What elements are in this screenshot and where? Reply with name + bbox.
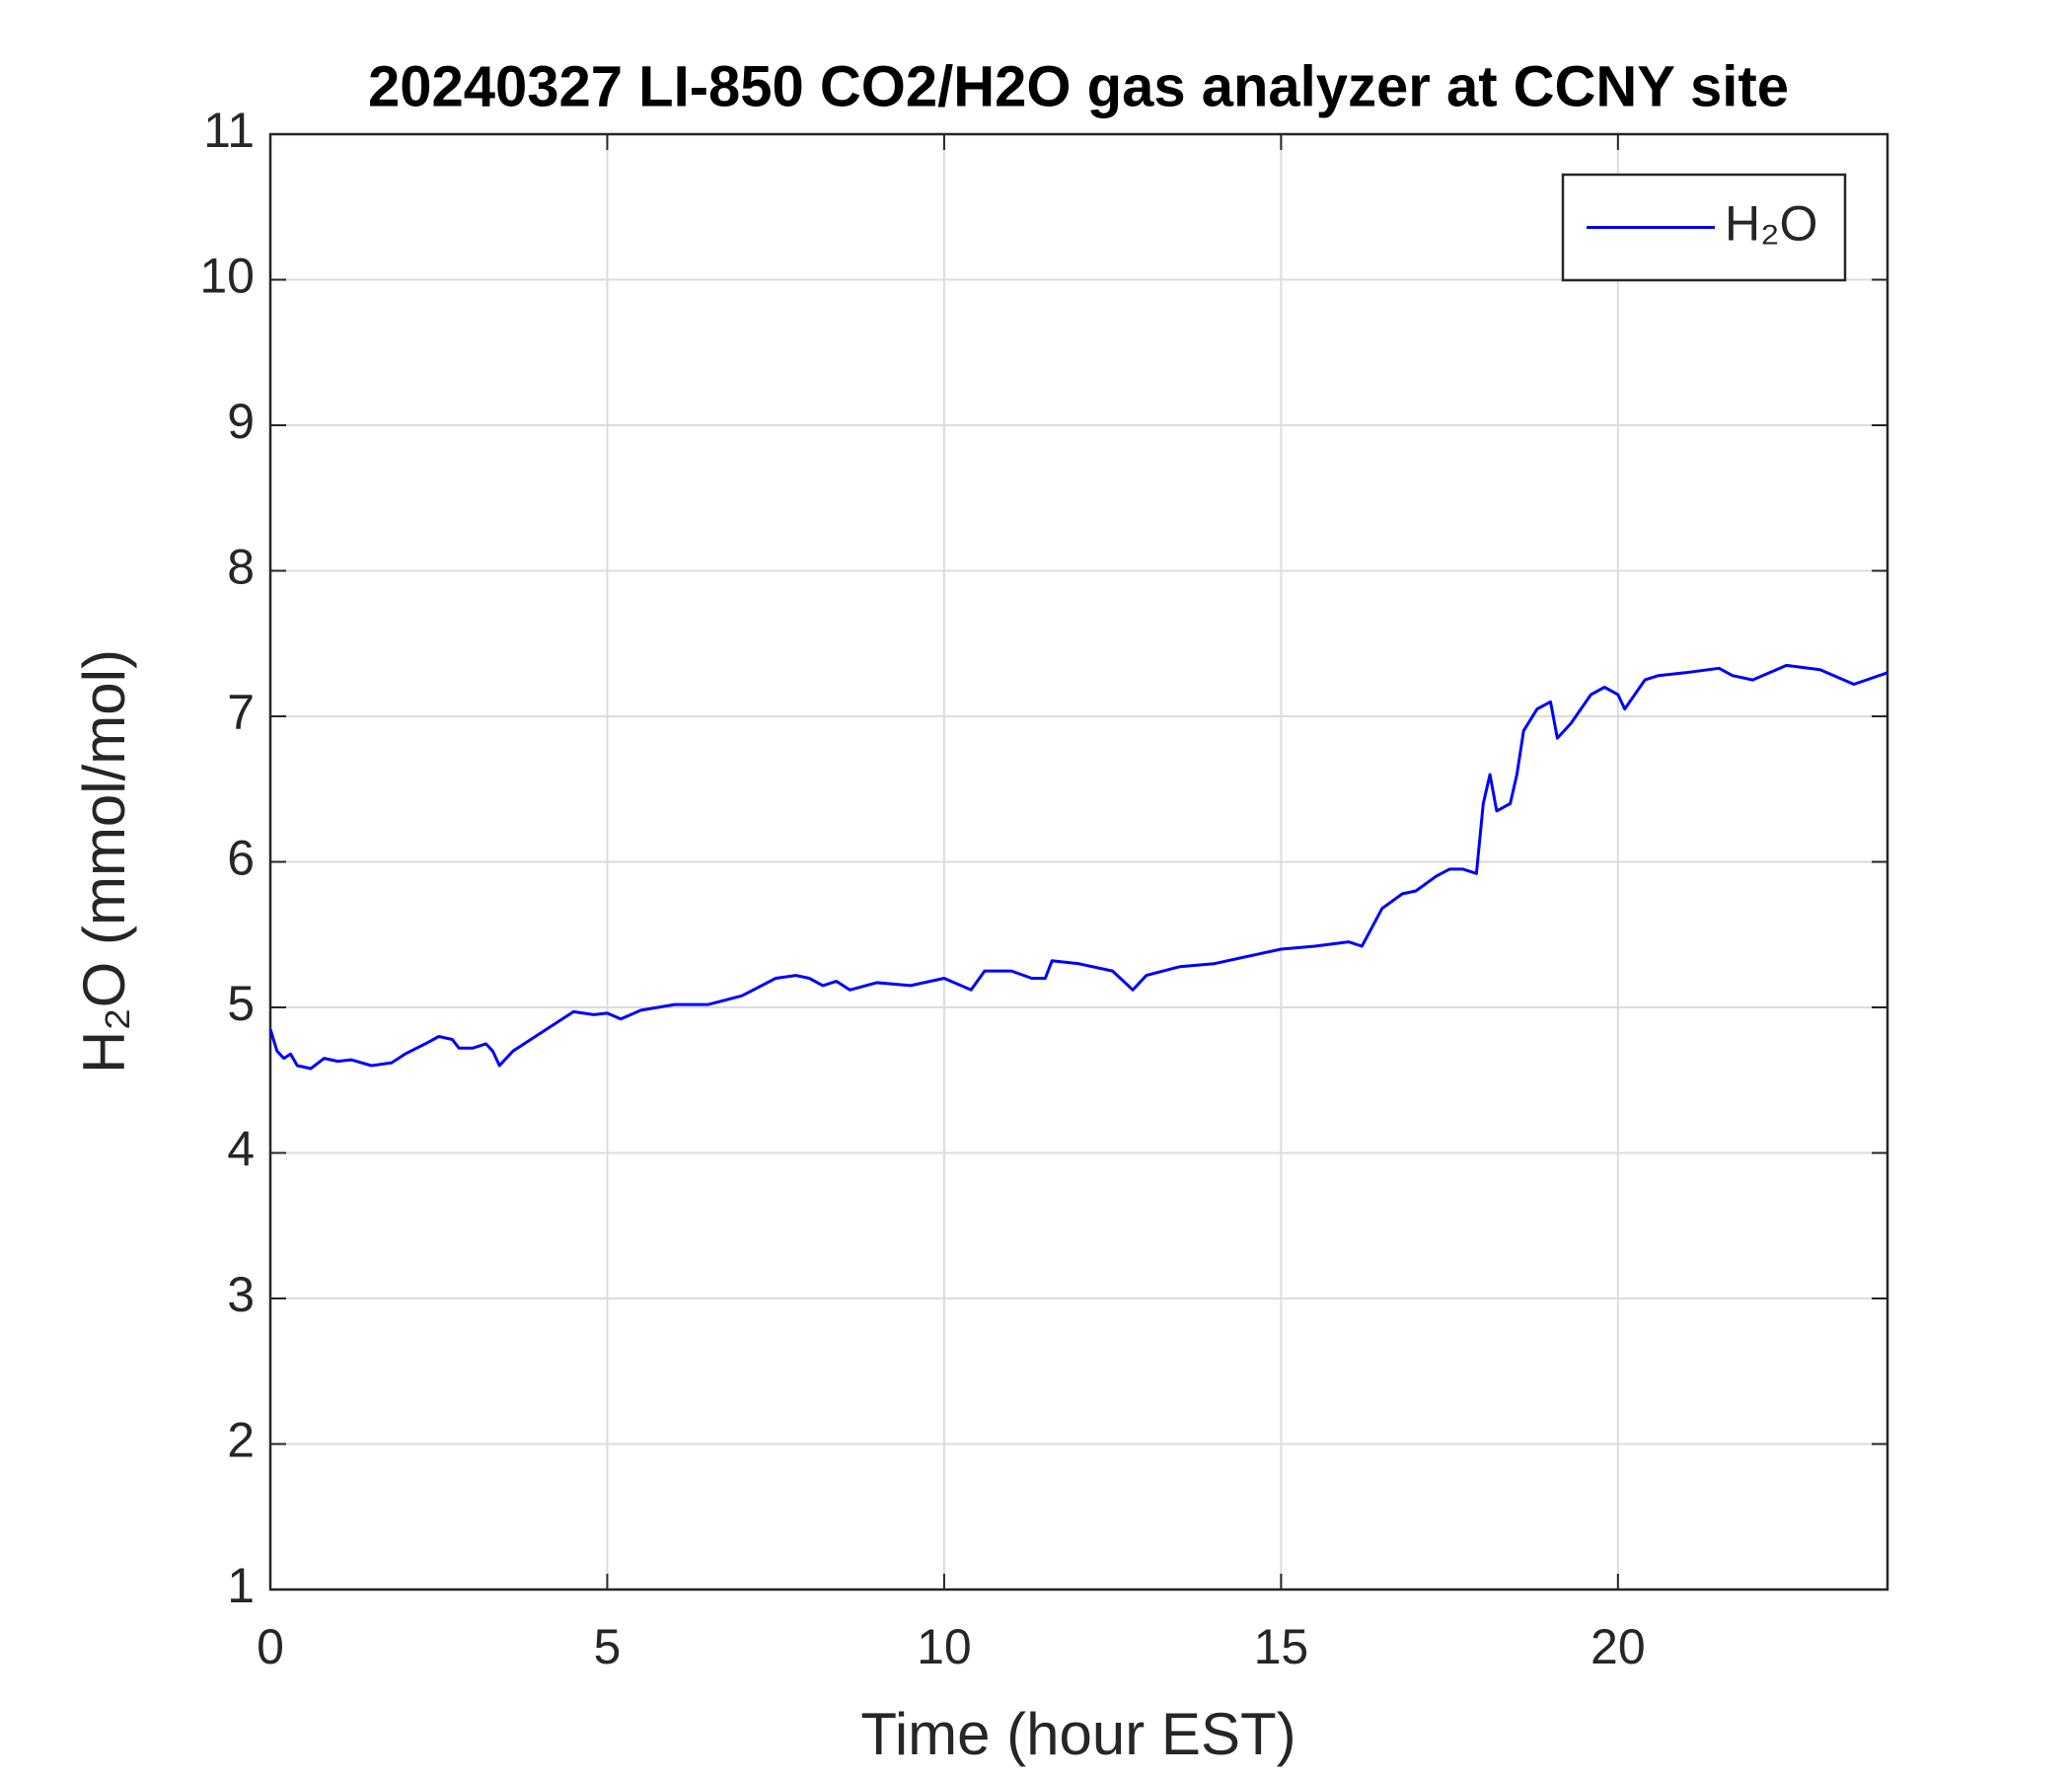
y-tick-label: 1 bbox=[227, 1558, 255, 1613]
y-tick-label: 4 bbox=[227, 1122, 255, 1177]
y-tick-label: 11 bbox=[203, 103, 255, 158]
y-tick-label: 2 bbox=[227, 1413, 255, 1468]
x-axis-label: Time (hour EST) bbox=[860, 1701, 1295, 1767]
x-tick-label: 0 bbox=[257, 1619, 284, 1674]
x-tick-label: 15 bbox=[1254, 1619, 1309, 1674]
y-axis-label: H₂O (mmol/mol) bbox=[71, 649, 137, 1073]
y-tick-label: 3 bbox=[227, 1267, 255, 1322]
data-line bbox=[268, 663, 1888, 1071]
y-tick-label: 5 bbox=[227, 976, 255, 1031]
x-tick-label: 10 bbox=[917, 1619, 972, 1674]
x-tick-label: 20 bbox=[1591, 1619, 1646, 1674]
legend-label: H₂O bbox=[1725, 196, 1817, 252]
y-tick-label: 10 bbox=[199, 249, 255, 304]
x-tick-label: 5 bbox=[594, 1619, 622, 1674]
y-tick-label: 9 bbox=[227, 394, 255, 449]
chart-title: 20240327 LI-850 CO2/H2O gas analyzer at … bbox=[368, 54, 1789, 118]
plot-frame bbox=[268, 132, 1889, 1591]
y-tick-label: 7 bbox=[227, 685, 255, 740]
y-tick-label: 8 bbox=[227, 540, 255, 595]
y-tick-label: 6 bbox=[227, 831, 255, 886]
